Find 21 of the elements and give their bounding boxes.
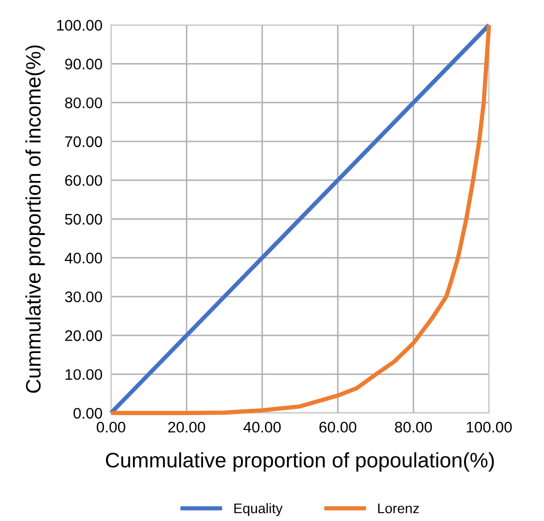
x-tick-label: 80.00 <box>394 422 432 433</box>
legend-label: Equality <box>234 503 283 516</box>
y-tick-label: 0.00 <box>74 408 102 419</box>
legend-label: Lorenz <box>378 504 419 514</box>
x-axis-title: Cummulative proportion of popoulation(%) <box>106 452 494 472</box>
y-tick-label: 60.00 <box>65 175 102 186</box>
x-tick-label: 20.00 <box>168 422 206 433</box>
y-tick-label: 70.00 <box>65 136 102 148</box>
x-tick-label: 60.00 <box>319 422 356 433</box>
y-tick-label: 20.00 <box>65 330 102 342</box>
y-tick-label: 80.00 <box>65 97 102 108</box>
y-tick-label: 90.00 <box>65 58 102 70</box>
x-tick-label: 100.00 <box>466 422 512 433</box>
y-tick-label: 30.00 <box>65 291 102 302</box>
y-tick-label: 50.00 <box>65 214 102 225</box>
y-tick-label: 40.00 <box>64 252 102 264</box>
x-tick-label: 0.00 <box>96 422 126 433</box>
y-tick-label: 100.00 <box>57 20 102 31</box>
x-tick-label: 40.00 <box>243 422 281 433</box>
y-axis-title: Cummulative proportion of income(%) <box>25 45 45 393</box>
y-tick-label: 10.00 <box>66 369 102 380</box>
